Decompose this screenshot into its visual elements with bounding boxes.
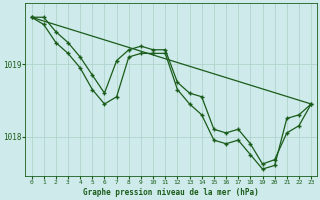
X-axis label: Graphe pression niveau de la mer (hPa): Graphe pression niveau de la mer (hPa) bbox=[84, 188, 259, 197]
